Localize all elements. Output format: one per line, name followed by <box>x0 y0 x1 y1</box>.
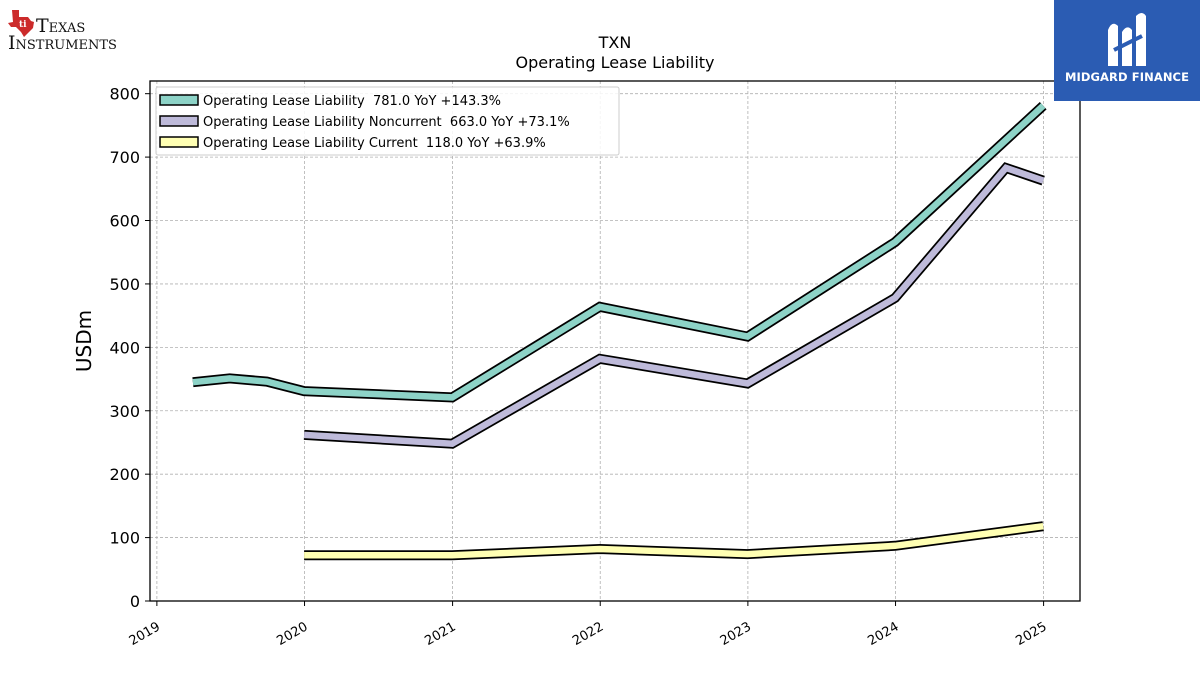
legend-box <box>155 86 620 156</box>
x-tick-label: 2025 <box>1013 619 1049 649</box>
svg-text:ti: ti <box>19 20 27 30</box>
legend-label: Operating Lease Liability Noncurrent 663… <box>203 115 570 130</box>
series-line <box>304 522 1044 559</box>
chart-subtitle: Operating Lease Liability <box>515 53 714 72</box>
legend: Operating Lease Liability 781.0 YoY +143… <box>155 86 620 156</box>
midgard-finance-text: MIDGARD FINANCE <box>1064 70 1190 84</box>
series-lines <box>192 102 1047 561</box>
legend-swatch <box>159 115 199 127</box>
x-axis: 2019 2020 2021 2022 2023 2024 2025 <box>127 601 1050 649</box>
x-tick-label: 2022 <box>570 619 606 649</box>
texas-instruments-wordmark: Texas <box>36 15 86 37</box>
legend-swatch <box>159 94 199 106</box>
legend-label: Operating Lease Liability 781.0 YoY +143… <box>203 94 501 109</box>
y-tick-label: 0 <box>130 592 140 611</box>
y-tick-label: 500 <box>109 275 140 294</box>
texas-instruments-logo: ti Texas Instruments <box>6 6 141 54</box>
legend-swatch <box>159 136 199 148</box>
y-tick-label: 200 <box>109 465 140 484</box>
legend-label: Operating Lease Liability Current 118.0 … <box>203 136 546 151</box>
x-tick-label: 2020 <box>274 619 310 649</box>
grid <box>150 81 1080 601</box>
x-tick-label: 2019 <box>127 619 163 649</box>
logo-line-2: Instruments <box>8 32 117 54</box>
y-tick-label: 300 <box>109 402 140 421</box>
plot-frame <box>149 80 1081 602</box>
series-line <box>192 103 1046 401</box>
y-tick-label: 700 <box>109 148 140 167</box>
y-tick-label: 100 <box>109 529 140 548</box>
logo-line-1: Texas <box>36 15 86 37</box>
midgard-logo-icon <box>1108 13 1146 66</box>
chart-title: TXN <box>598 33 632 52</box>
y-tick-label: 400 <box>109 338 140 357</box>
series-line <box>303 164 1045 448</box>
texas-state-icon: ti <box>8 10 34 37</box>
y-axis-label: USDm <box>72 310 96 372</box>
y-axis: 0 100 200 300 400 500 600 700 800 <box>109 85 150 611</box>
y-tick-label: 600 <box>109 212 140 231</box>
midgard-finance-logo: MIDGARD FINANCE <box>1054 0 1200 101</box>
x-tick-label: 2021 <box>422 619 458 649</box>
x-tick-label: 2024 <box>865 619 901 649</box>
y-tick-label: 800 <box>109 85 140 104</box>
x-tick-label: 2023 <box>718 619 754 649</box>
texas-instruments-wordmark-2: Instruments <box>8 32 117 54</box>
